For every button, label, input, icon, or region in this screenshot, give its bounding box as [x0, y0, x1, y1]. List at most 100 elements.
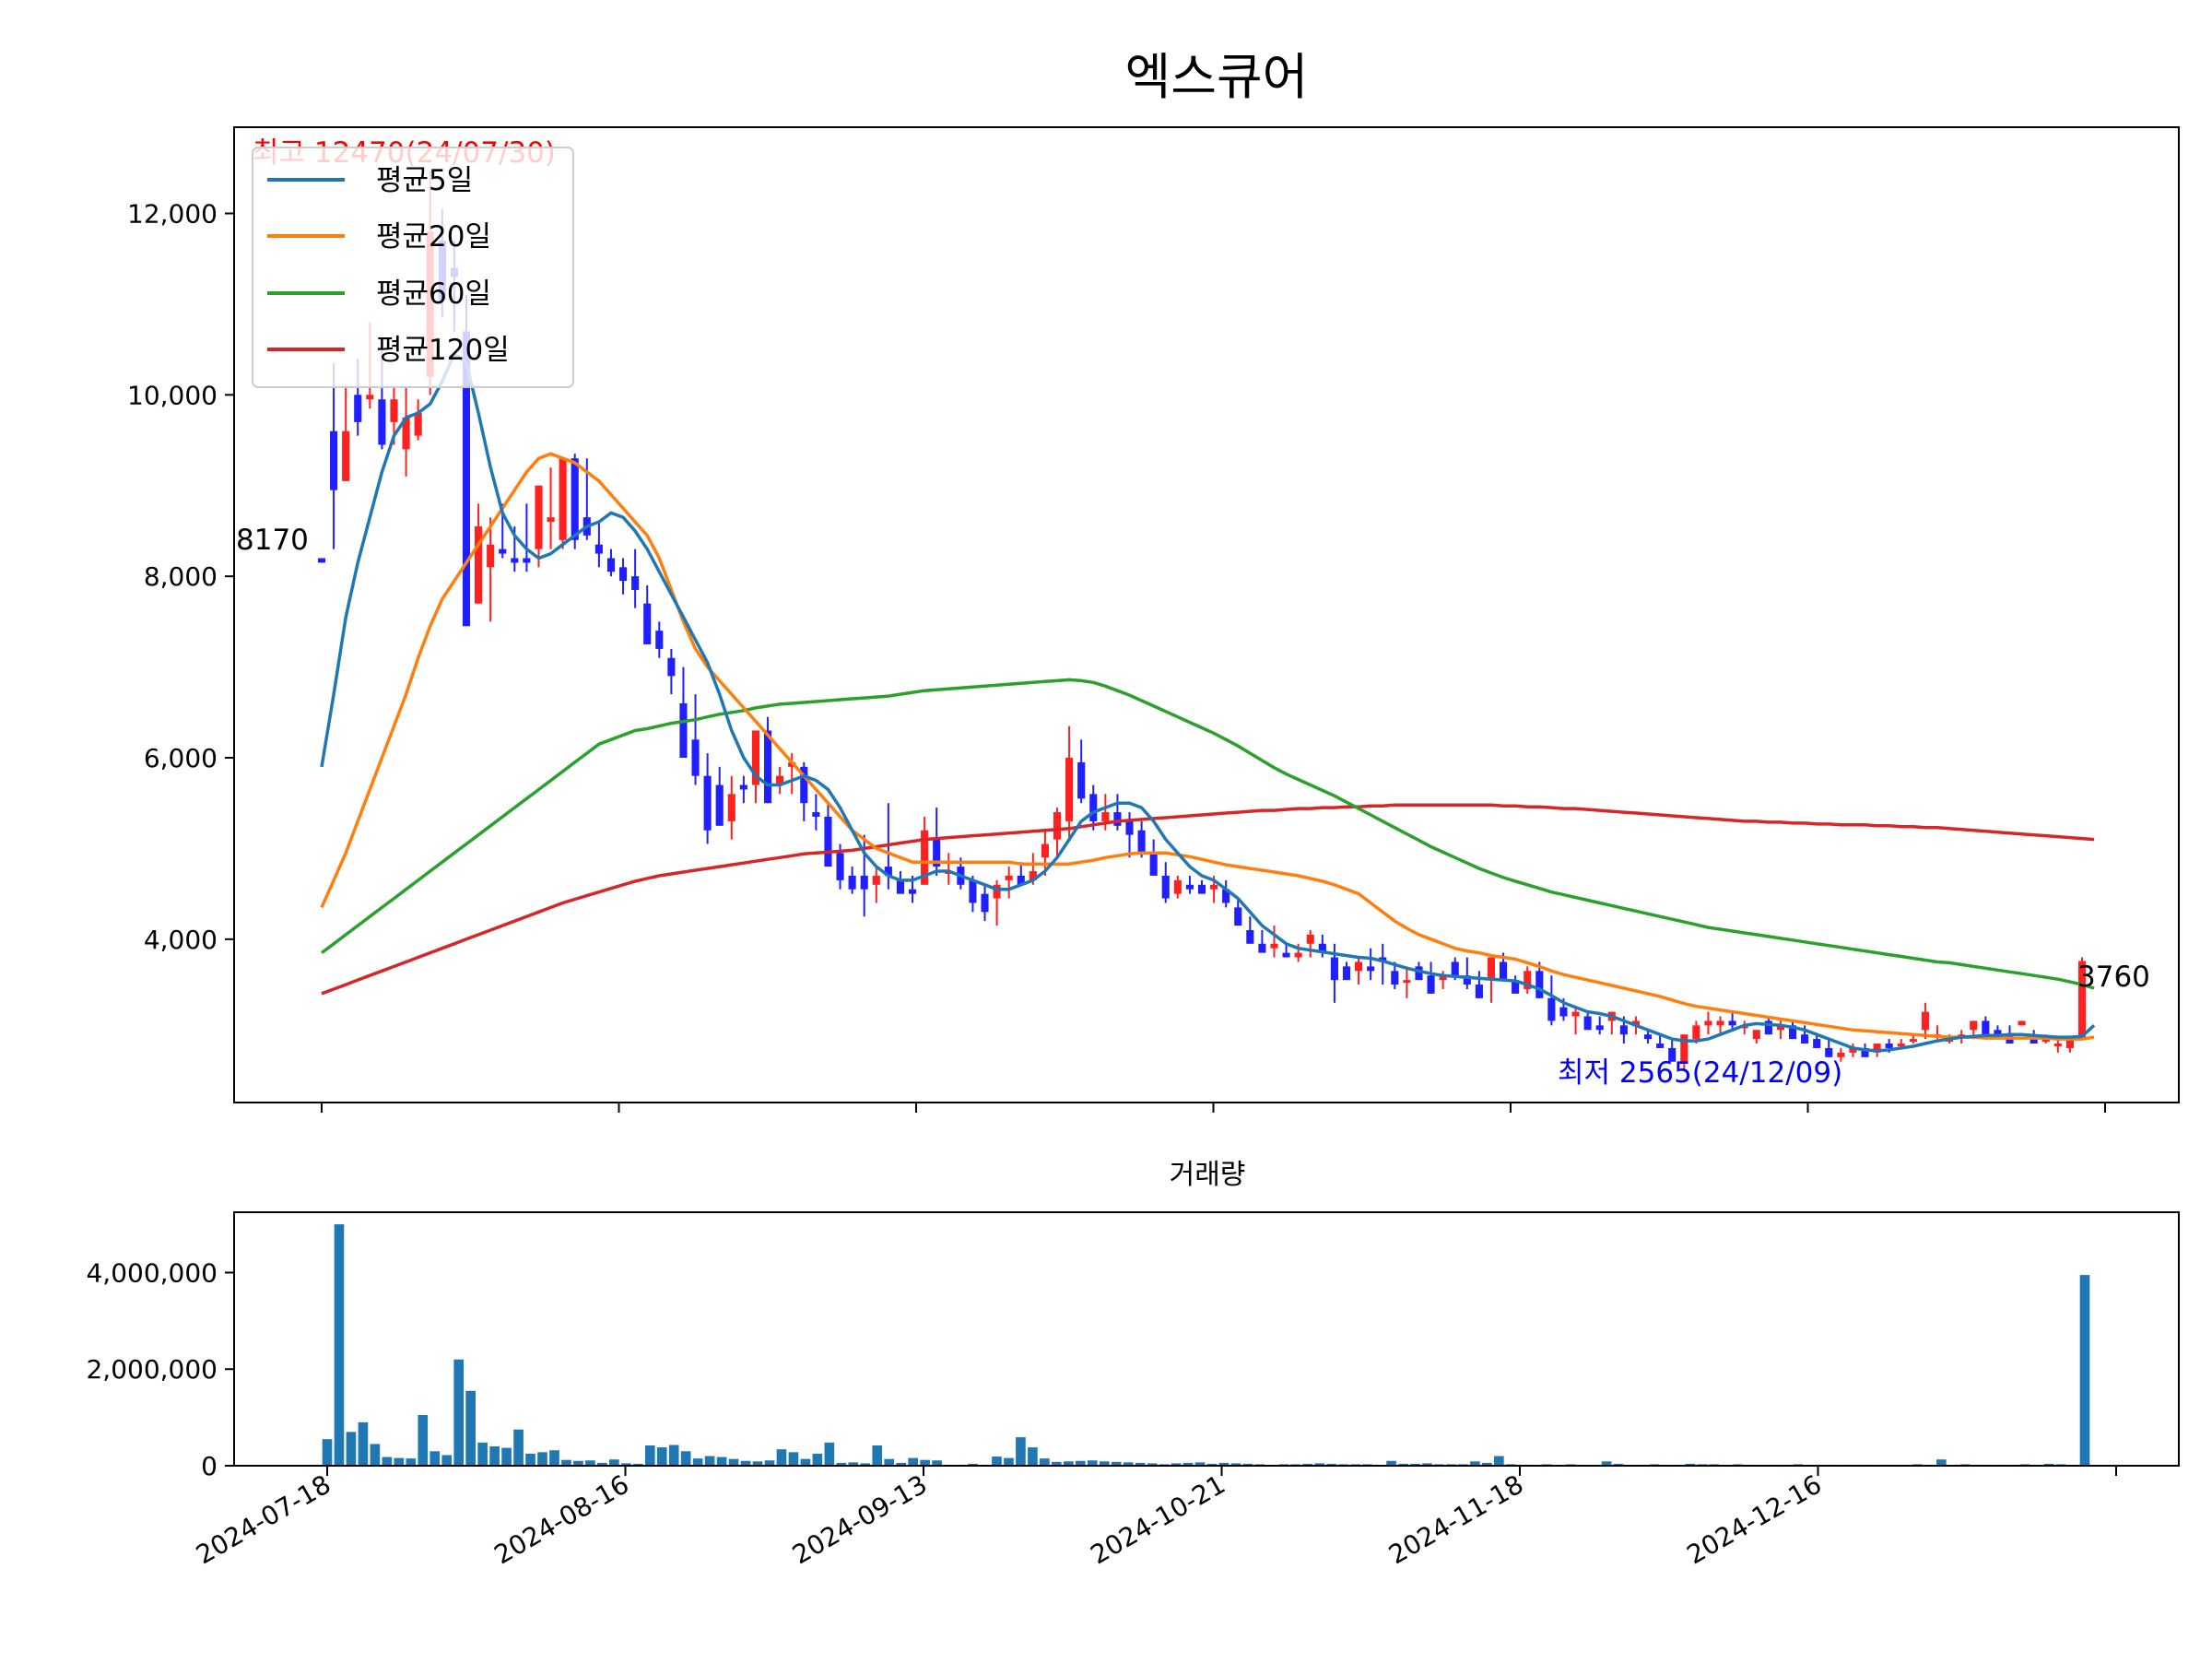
volume-bar	[1052, 1461, 1062, 1466]
candle	[727, 775, 735, 840]
volume-bar	[501, 1447, 512, 1466]
candle	[523, 503, 531, 572]
candle-body	[1403, 980, 1411, 984]
volume-bar	[465, 1390, 476, 1466]
candle	[1571, 1007, 1580, 1035]
candle	[1849, 1044, 1857, 1057]
candle-body	[317, 558, 326, 563]
candle-body	[1475, 985, 1483, 998]
candle-body	[1161, 875, 1170, 899]
volume-bar	[358, 1421, 369, 1466]
ma60-line	[320, 678, 2095, 990]
volume-bar	[1422, 1463, 1432, 1466]
legend-label-ma5: 평균5일	[376, 164, 473, 197]
volume-bar	[1398, 1463, 1408, 1466]
candle	[631, 548, 640, 608]
first-price-label: 8170	[236, 524, 309, 557]
candle	[1788, 1020, 1797, 1040]
candle-body	[1752, 1030, 1760, 1040]
candle	[1017, 862, 1025, 885]
candle-body	[618, 567, 628, 582]
candle-body	[1692, 1025, 1700, 1040]
volume-bar	[597, 1462, 607, 1466]
candle-body	[884, 867, 892, 876]
candle-body	[1970, 1020, 1978, 1031]
volume-bar	[1182, 1462, 1194, 1466]
candle-body	[1294, 952, 1302, 958]
candle-body	[1499, 961, 1508, 981]
candle-body	[1837, 1052, 1845, 1057]
candle-body	[1041, 843, 1049, 858]
volume-bar	[740, 1460, 751, 1466]
candle-body	[487, 544, 495, 568]
volume-bar	[968, 1463, 978, 1466]
volume-bar	[1410, 1463, 1420, 1466]
candlestick-series	[317, 171, 2087, 1070]
candle-body	[1005, 875, 1013, 880]
candle-body	[2065, 1039, 2074, 1048]
candle	[1185, 875, 1194, 894]
volume-bar	[632, 1463, 643, 1466]
volume-bar	[656, 1447, 667, 1466]
volume-bar	[429, 1451, 441, 1466]
candle	[1149, 839, 1158, 876]
volume-bar	[680, 1451, 691, 1466]
candle	[487, 517, 495, 622]
volume-panel-frame	[233, 1211, 2180, 1467]
candle-body	[2053, 1044, 2062, 1047]
candle-body	[1631, 1020, 1641, 1026]
candle	[933, 808, 941, 876]
candle	[896, 871, 905, 894]
volume-bar	[764, 1460, 775, 1466]
candle-body	[655, 631, 664, 649]
candle-body	[1017, 875, 1025, 885]
volume-bar	[621, 1463, 631, 1466]
volume-bar	[920, 1459, 930, 1466]
candle-body	[1982, 1020, 1990, 1035]
volume-bar	[394, 1457, 405, 1466]
candle	[800, 761, 808, 821]
volume-bar	[525, 1453, 535, 1466]
candle	[1668, 1039, 1677, 1062]
candle-body	[776, 775, 784, 785]
candle-body	[969, 879, 977, 903]
candle-body	[2077, 961, 2087, 1040]
candle-body	[631, 576, 640, 590]
candle	[2077, 957, 2087, 1040]
candle	[1728, 1011, 1736, 1031]
candle	[1065, 725, 1074, 840]
candle	[2018, 1020, 2026, 1026]
candle-body	[1101, 812, 1110, 821]
volume-bar	[477, 1442, 488, 1466]
candle-body	[390, 399, 398, 422]
candle	[571, 454, 579, 549]
candle	[1077, 739, 1086, 804]
candle-body	[1680, 1034, 1688, 1062]
candle	[1089, 784, 1098, 831]
volume-bar	[752, 1461, 763, 1466]
volume-bar	[848, 1462, 859, 1466]
candle	[981, 884, 989, 922]
candle-body	[691, 739, 700, 776]
candle-body	[354, 395, 362, 422]
candle-body	[1463, 975, 1471, 985]
candle	[1813, 1034, 1821, 1048]
candle-body	[1258, 943, 1266, 953]
candle-body	[523, 558, 531, 563]
volume-y-tick-label: 2,000,000	[86, 1354, 218, 1385]
candle	[1355, 957, 1363, 985]
volume-x-tick-label: 2024-07-18	[191, 1468, 335, 1570]
candle-body	[1270, 943, 1278, 949]
candle-body	[1595, 1025, 1604, 1031]
candle-body	[896, 879, 905, 894]
volume-bar	[1613, 1463, 1624, 1466]
volume-bar	[1314, 1463, 1325, 1466]
candle-body	[1053, 812, 1062, 840]
candle	[2065, 1039, 2074, 1053]
volume-bar	[1075, 1460, 1086, 1466]
volume-bar	[1004, 1457, 1014, 1466]
candle	[655, 621, 664, 658]
volume-bar	[1494, 1456, 1504, 1466]
volume-bar	[441, 1455, 453, 1466]
